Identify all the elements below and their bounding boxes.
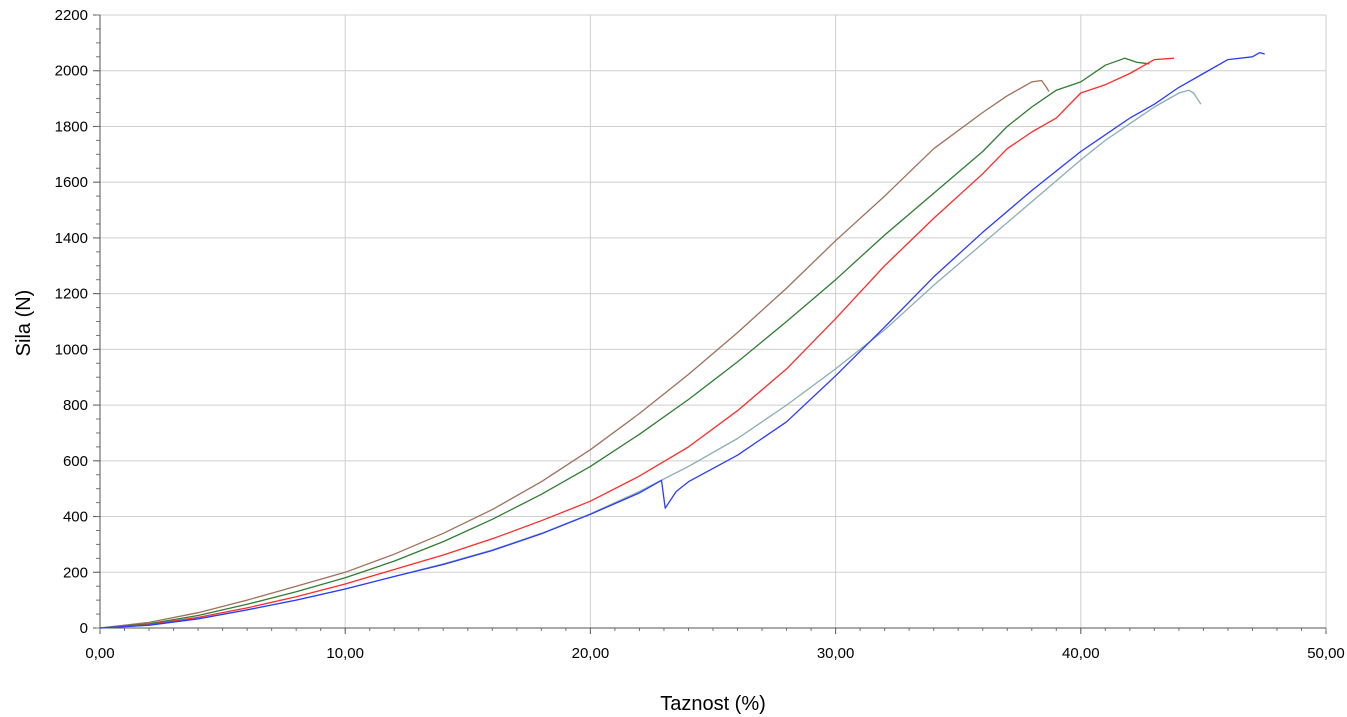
x-tick-label: 40,00 bbox=[1062, 645, 1100, 662]
y-tick-label: 1400 bbox=[55, 230, 88, 247]
series-lines bbox=[99, 51, 1265, 629]
x-axis-title: Taznost (%) bbox=[660, 693, 766, 715]
y-tick-label: 600 bbox=[63, 453, 88, 470]
y-axis-title: Sila (N) bbox=[13, 290, 35, 357]
y-tick-label: 2200 bbox=[55, 7, 88, 24]
grid-lines bbox=[100, 14, 1327, 628]
y-tick-label: 1600 bbox=[55, 174, 88, 191]
series-line-3 bbox=[99, 57, 1175, 629]
y-tick-label: 2000 bbox=[55, 63, 88, 80]
series-line-1 bbox=[99, 79, 1050, 629]
y-tick-label: 0 bbox=[80, 620, 88, 637]
y-tick-label: 800 bbox=[63, 397, 88, 414]
tick-labels: 0,00 10,00 20,00 30,00 40,00 50,00 0 200 400 600 8… bbox=[55, 7, 1345, 662]
series-line-2 bbox=[99, 57, 1150, 629]
y-tick-label: 1000 bbox=[55, 341, 88, 358]
x-tick-label: 50,00 bbox=[1307, 645, 1345, 662]
x-tick-label: 20,00 bbox=[572, 645, 610, 662]
y-tick-label: 1800 bbox=[55, 118, 88, 135]
x-tick-label: 30,00 bbox=[817, 645, 855, 662]
axes bbox=[93, 14, 1327, 634]
y-tick-label: 200 bbox=[63, 564, 88, 581]
x-tick-label: 0,00 bbox=[85, 645, 114, 662]
x-tick-label: 10,00 bbox=[326, 645, 364, 662]
y-tick-label: 400 bbox=[63, 509, 88, 526]
series-line-5 bbox=[99, 51, 1265, 629]
y-tick-label: 1200 bbox=[55, 286, 88, 303]
